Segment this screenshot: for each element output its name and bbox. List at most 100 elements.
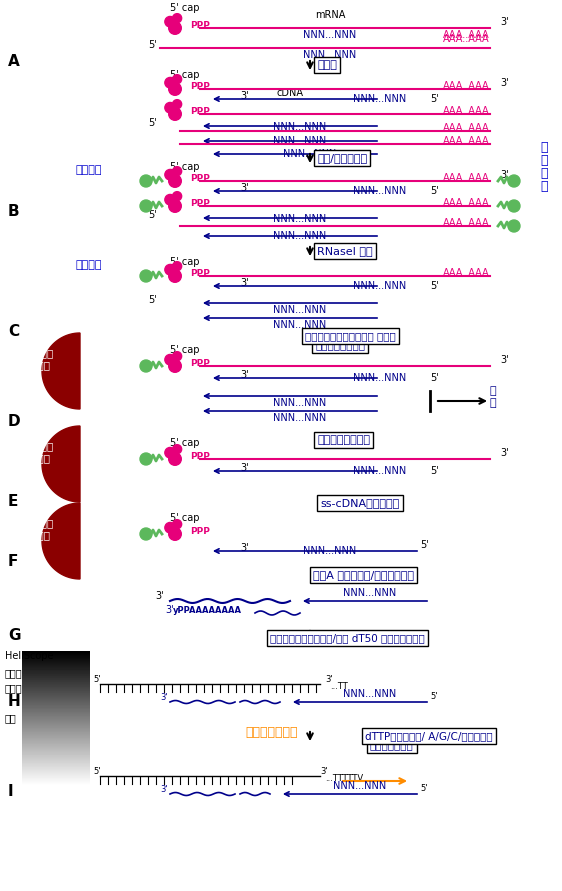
- Text: ss-cDNAの切り離し: ss-cDNAの切り離し: [320, 498, 399, 508]
- Text: AAA..AAA: AAA..AAA: [443, 218, 490, 228]
- Text: NNN...NNN: NNN...NNN: [343, 689, 397, 699]
- Text: シーケンシング: シーケンシング: [245, 726, 297, 739]
- Text: 5' cap: 5' cap: [170, 257, 200, 267]
- Text: 5': 5': [148, 118, 157, 128]
- Text: NNN...NNN: NNN...NNN: [303, 30, 357, 40]
- Text: NNN...NNN: NNN...NNN: [353, 373, 407, 383]
- Text: E: E: [8, 494, 19, 509]
- Text: NNN...NNN: NNN...NNN: [343, 588, 397, 598]
- Text: PPP: PPP: [190, 82, 210, 91]
- Text: PPP: PPP: [190, 21, 210, 30]
- Circle shape: [103, 452, 111, 460]
- Circle shape: [169, 175, 182, 187]
- Circle shape: [103, 440, 111, 448]
- Circle shape: [103, 372, 111, 380]
- Circle shape: [165, 265, 175, 275]
- Circle shape: [508, 220, 520, 232]
- Text: 上でキャプチャー: 上でキャプチャー: [315, 340, 365, 350]
- Text: 3': 3': [240, 463, 248, 473]
- Text: NNN...NNN: NNN...NNN: [273, 305, 327, 315]
- Text: ストレプト: ストレプト: [22, 441, 53, 451]
- Text: 5' cap: 5' cap: [170, 345, 200, 355]
- Text: PPP: PPP: [190, 107, 210, 116]
- Circle shape: [508, 200, 520, 212]
- Circle shape: [140, 360, 152, 372]
- Circle shape: [169, 108, 182, 120]
- Circle shape: [91, 465, 99, 473]
- Circle shape: [91, 478, 99, 486]
- Text: 5': 5': [93, 675, 101, 684]
- Text: F: F: [8, 553, 19, 568]
- Circle shape: [173, 192, 182, 200]
- Text: アビジン: アビジン: [25, 453, 51, 463]
- Text: yPPAAAAAAAA: yPPAAAAAAAA: [173, 606, 242, 615]
- Circle shape: [103, 465, 111, 473]
- Circle shape: [140, 200, 152, 212]
- Text: NNN...NNN: NNN...NNN: [273, 214, 327, 224]
- Circle shape: [140, 175, 152, 187]
- Text: AAA..AAA: AAA..AAA: [443, 81, 490, 91]
- Text: ...TT: ...TT: [330, 682, 348, 691]
- Text: 3': 3': [240, 370, 248, 380]
- Text: 5': 5': [148, 40, 157, 50]
- Circle shape: [165, 78, 175, 88]
- Text: NNN...NNN: NNN...NNN: [273, 398, 327, 408]
- Circle shape: [91, 555, 99, 563]
- Text: NNN...NNN: NNN...NNN: [273, 122, 327, 132]
- Text: NNN...NNN: NNN...NNN: [303, 50, 357, 60]
- Circle shape: [91, 440, 99, 448]
- Text: PPP: PPP: [190, 199, 210, 208]
- Circle shape: [165, 355, 175, 365]
- Text: I: I: [8, 783, 13, 798]
- Circle shape: [103, 359, 111, 367]
- Circle shape: [169, 21, 182, 34]
- Text: PPP: PPP: [190, 527, 210, 536]
- Text: PPP: PPP: [190, 269, 210, 278]
- Polygon shape: [42, 426, 80, 502]
- Text: NNN...NNN: NNN...NNN: [353, 466, 407, 476]
- Circle shape: [140, 453, 152, 465]
- Text: 細胞の: 細胞の: [5, 683, 22, 693]
- Text: 3': 3': [240, 543, 248, 553]
- Text: NNN...NNN: NNN...NNN: [353, 186, 407, 196]
- Text: 3': 3': [165, 605, 174, 615]
- Text: 逆転写: 逆転写: [317, 60, 337, 70]
- Text: 5' cap: 5' cap: [170, 70, 200, 80]
- Text: ポリA テーリング/ブロッキング: ポリA テーリング/ブロッキング: [313, 570, 414, 580]
- Text: 3': 3': [160, 785, 167, 794]
- Text: NNN...NNN: NNN...NNN: [333, 781, 387, 791]
- Text: NNN...NNN: NNN...NNN: [273, 413, 327, 423]
- Circle shape: [103, 478, 111, 486]
- Text: 3': 3': [240, 183, 248, 193]
- Circle shape: [91, 347, 99, 355]
- Text: dTTPの埋め込み/ A/G/C/バーチャル: dTTPの埋め込み/ A/G/C/バーチャル: [365, 731, 493, 741]
- Circle shape: [173, 445, 182, 454]
- Text: HeliScope: HeliScope: [5, 651, 53, 661]
- Text: 3': 3': [500, 170, 509, 180]
- Text: 5': 5': [148, 295, 157, 305]
- Circle shape: [173, 100, 182, 109]
- Circle shape: [173, 13, 182, 23]
- Text: AAA..AAA: AAA..AAA: [443, 106, 490, 116]
- Text: 酸化/ビオチン化: 酸化/ビオチン化: [317, 153, 367, 163]
- Text: ビオチン: ビオチン: [75, 165, 102, 175]
- Text: 3': 3': [500, 355, 509, 365]
- Circle shape: [91, 542, 99, 550]
- Text: PPP: PPP: [190, 174, 210, 183]
- Text: ン: ン: [540, 180, 547, 193]
- Text: PPP: PPP: [190, 452, 210, 461]
- Text: 3': 3': [155, 591, 164, 601]
- Circle shape: [165, 169, 175, 180]
- Circle shape: [165, 102, 175, 113]
- Circle shape: [140, 270, 152, 282]
- Text: 浄: 浄: [490, 398, 497, 408]
- Polygon shape: [42, 503, 80, 579]
- Text: 5': 5': [420, 784, 428, 793]
- Circle shape: [169, 360, 182, 372]
- Circle shape: [91, 517, 99, 525]
- Circle shape: [103, 529, 111, 537]
- Circle shape: [169, 83, 182, 95]
- Circle shape: [103, 517, 111, 525]
- Text: 5': 5': [148, 210, 157, 220]
- Text: NNN...NNN: NNN...NNN: [353, 281, 407, 291]
